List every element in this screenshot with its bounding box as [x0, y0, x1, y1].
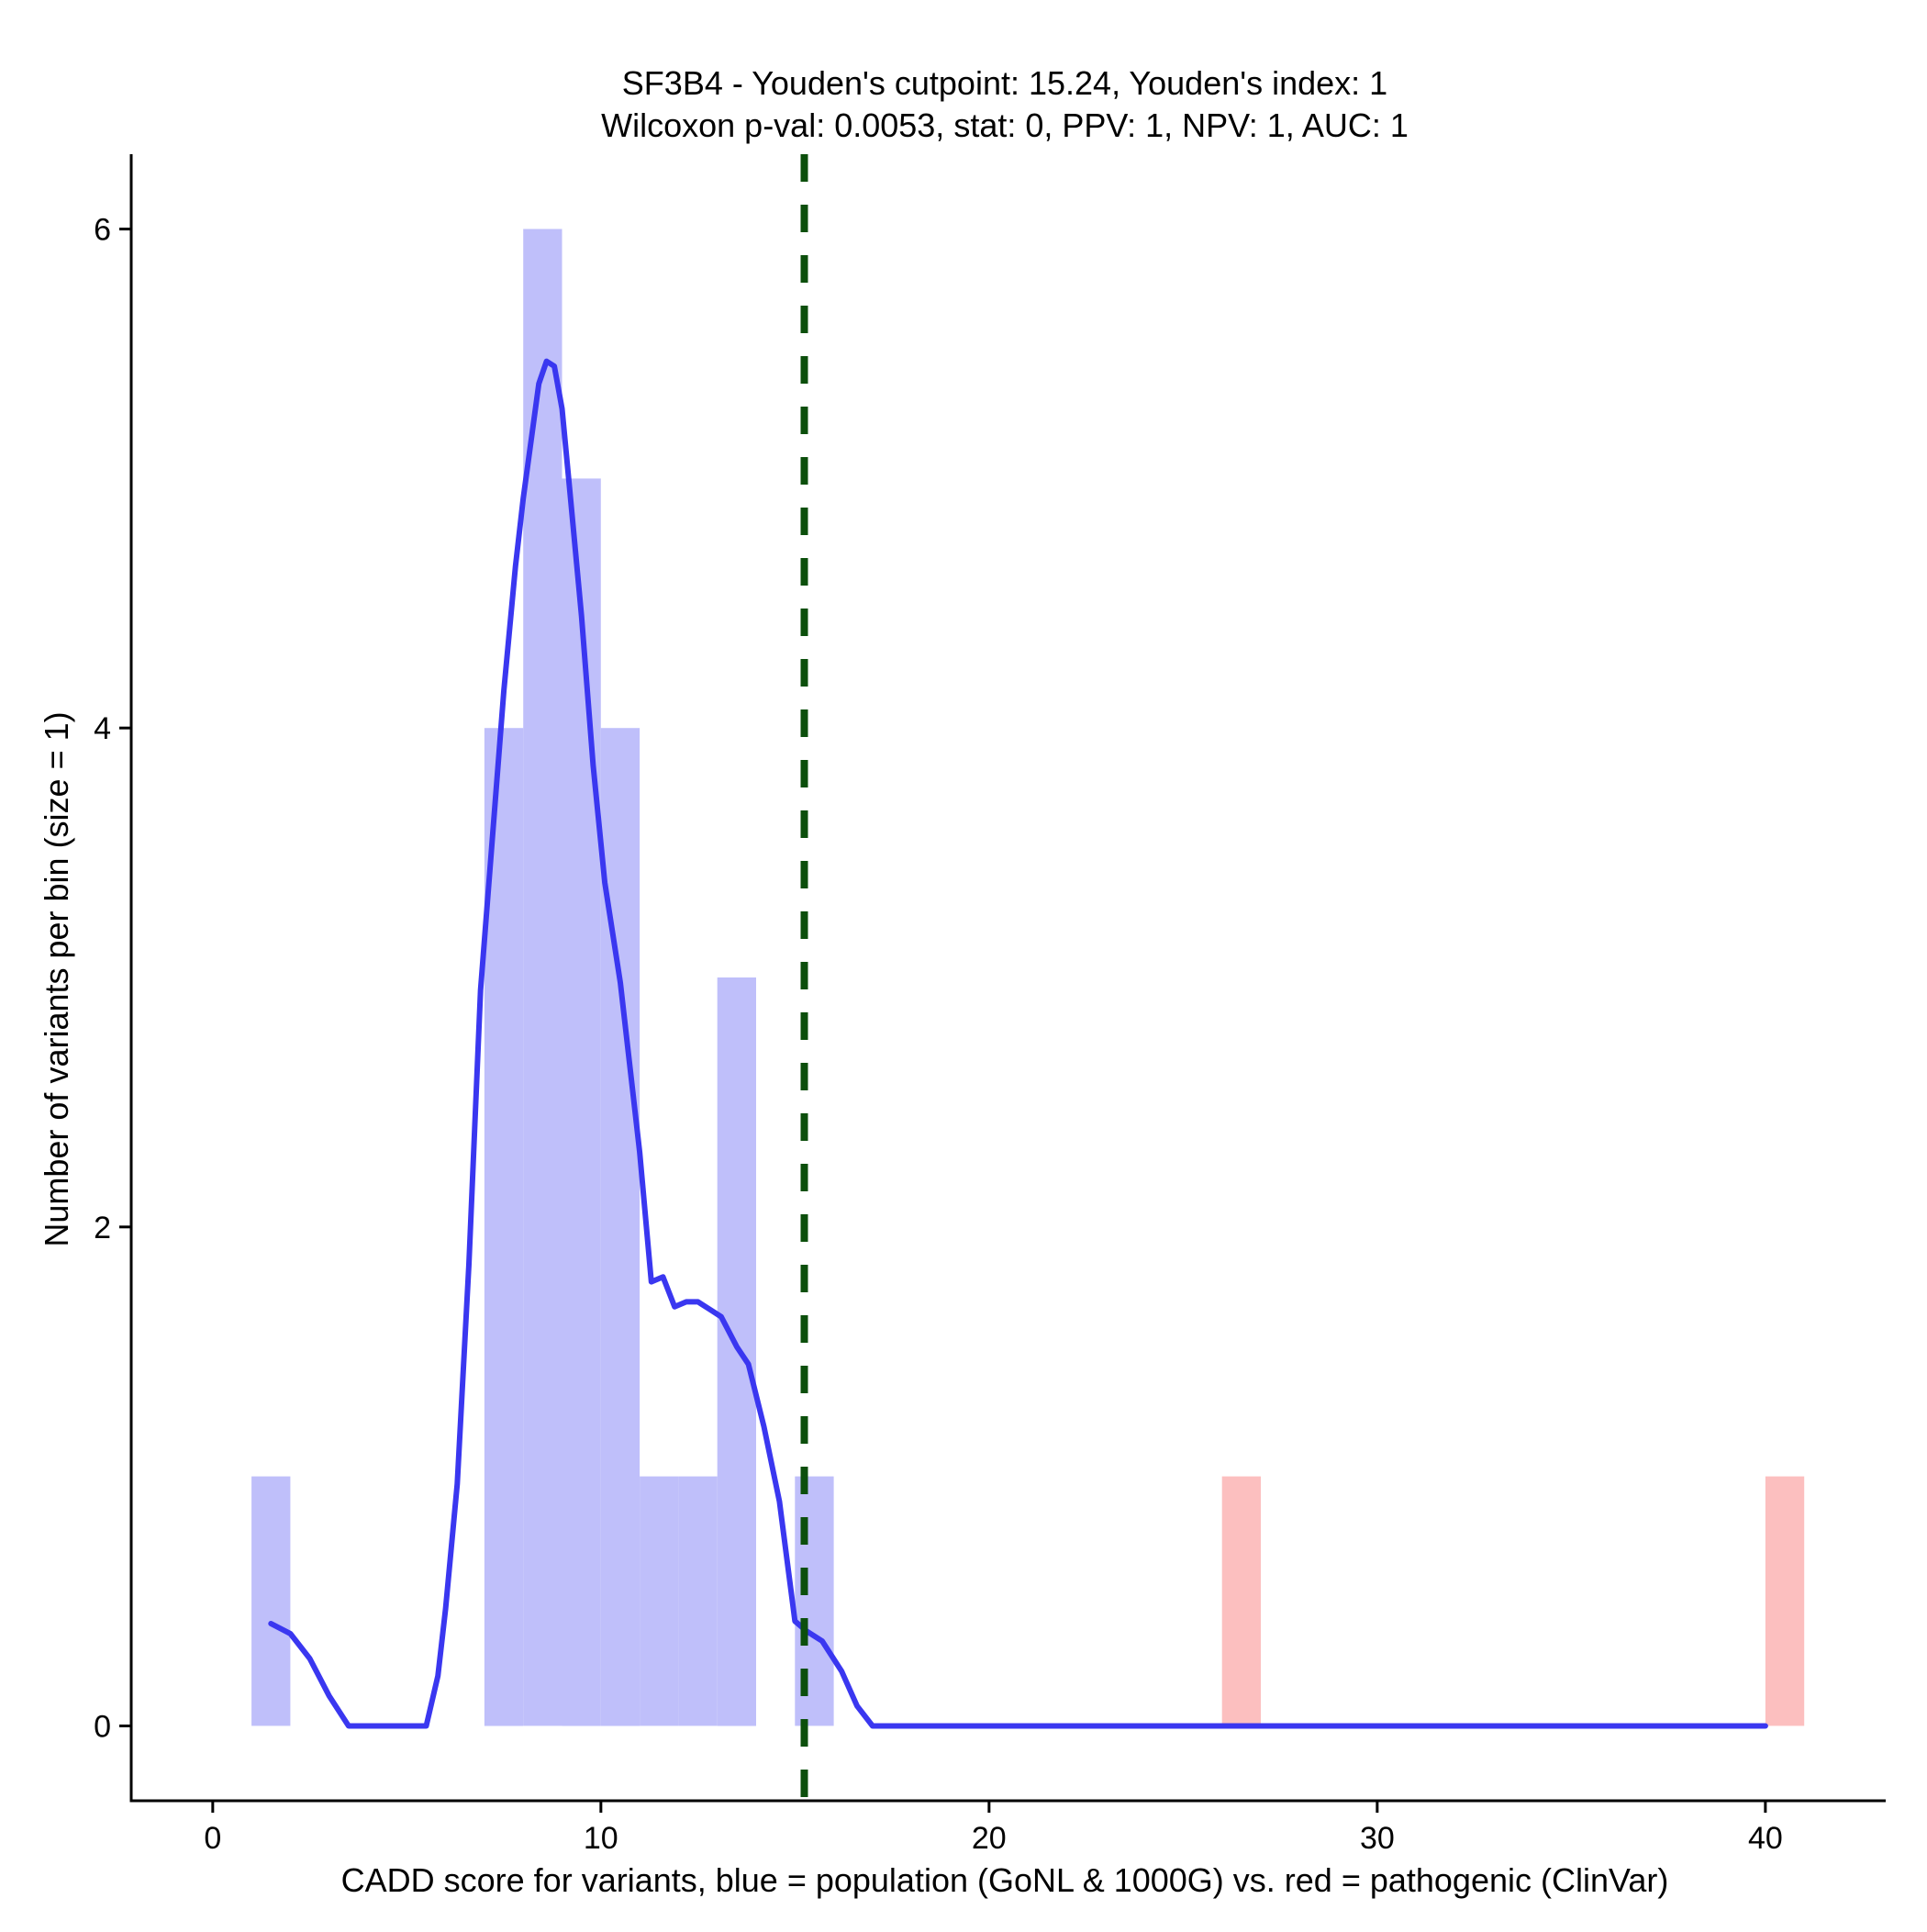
histogram-bar	[484, 728, 524, 1726]
histogram-bar	[1765, 1476, 1805, 1726]
density-curve	[268, 358, 1768, 1729]
x-tick-label: 40	[1748, 1821, 1783, 1856]
histogram-bar	[640, 1476, 679, 1726]
chart-subtitle: Wilcoxon p-val: 0.0053, stat: 0, PPV: 1,…	[601, 106, 1409, 144]
x-tick-label: 10	[584, 1821, 618, 1856]
y-tick-label: 4	[94, 711, 111, 746]
histogram-bar	[562, 478, 601, 1726]
chart-title: SF3B4 - Youden's cutpoint: 15.24, Youden…	[622, 64, 1387, 102]
density-layer	[268, 358, 1768, 1729]
histogram-bar	[1221, 1476, 1261, 1726]
y-tick-label: 6	[94, 213, 111, 248]
y-axis-title: Number of variants per bin (size = 1)	[38, 711, 75, 1246]
x-tick-label: 0	[204, 1821, 221, 1856]
y-tick-label: 0	[94, 1710, 111, 1745]
histogram-bar	[717, 977, 756, 1726]
bars-layer	[251, 229, 1805, 1726]
x-tick-label: 30	[1360, 1821, 1395, 1856]
y-tick-label: 2	[94, 1211, 111, 1245]
histogram-bar	[251, 1476, 291, 1726]
axes-layer: 0 10 20 30 40 0 2 4 6	[94, 154, 1886, 1856]
x-axis-title: CADD score for variants, blue = populati…	[341, 1861, 1669, 1899]
histogram-bar	[523, 229, 563, 1726]
x-tick-label: 20	[972, 1821, 1007, 1856]
histogram-bar	[678, 1476, 718, 1726]
